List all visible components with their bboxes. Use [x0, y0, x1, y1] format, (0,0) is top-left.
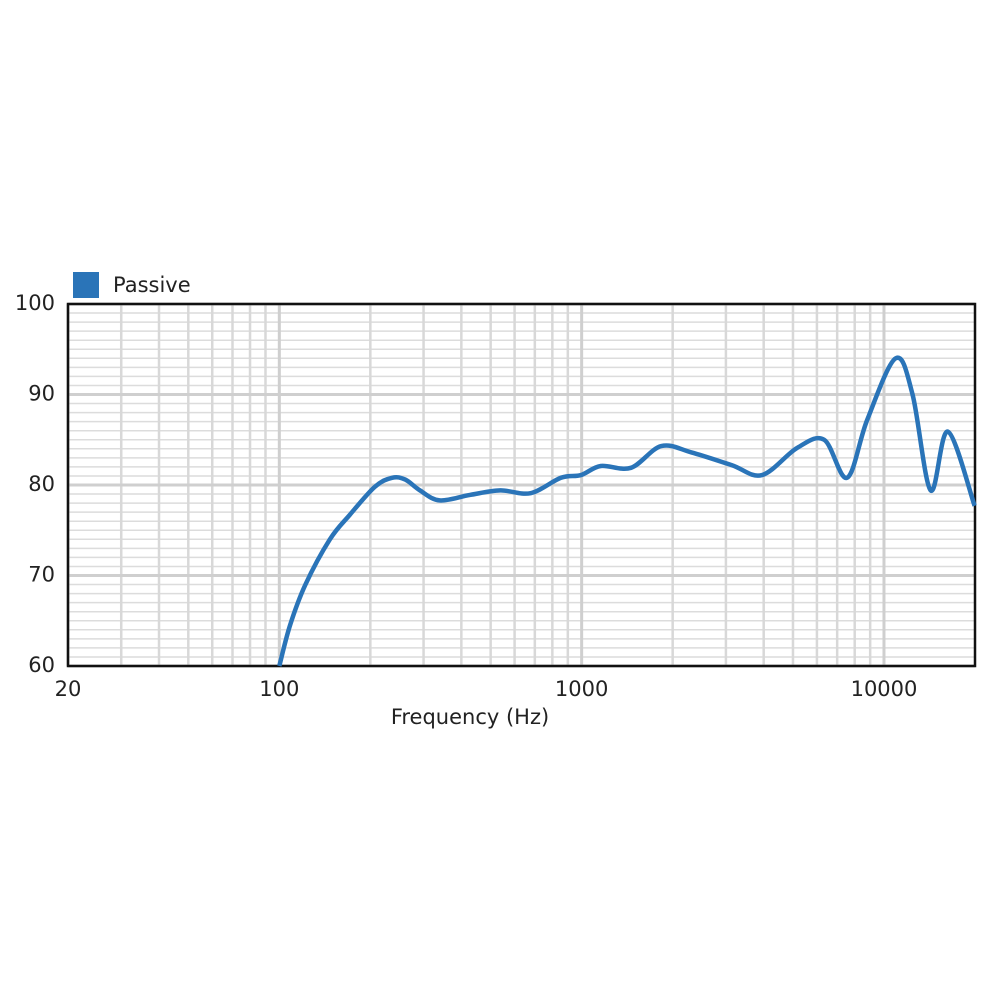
x-tick-label: 100: [259, 677, 299, 701]
x-tick-label: 10000: [851, 677, 918, 701]
series-line: [277, 355, 977, 667]
x-tick-label: 1000: [555, 677, 608, 701]
y-tick-label: 60: [28, 653, 55, 677]
y-tick-label: 100: [15, 291, 55, 315]
legend-label: Passive: [113, 273, 191, 297]
y-tick-label: 80: [28, 472, 55, 496]
y-tick-label: 90: [28, 382, 55, 406]
plot-frame: [66, 302, 977, 668]
y-tick-label: 70: [28, 563, 55, 587]
x-tick-label: 20: [55, 677, 82, 701]
legend-swatch: [73, 272, 99, 298]
x-axis-title: Frequency (Hz): [391, 705, 549, 729]
